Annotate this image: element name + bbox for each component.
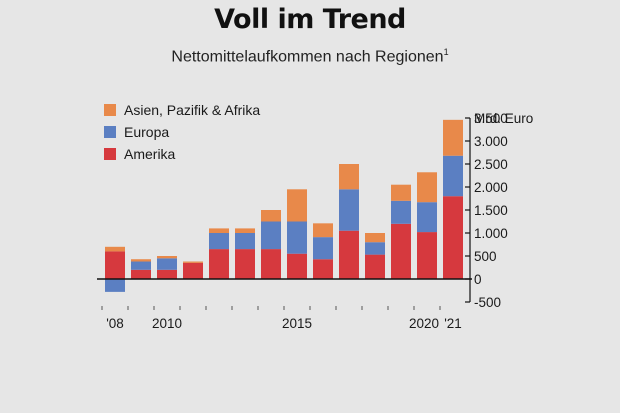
chart-subtitle: Nettomittelaufkommen nach Regionen1 (0, 47, 620, 66)
bar-europa-2010 (157, 258, 177, 270)
bar-europa-2018 (365, 242, 385, 255)
bar-europa-2009 (131, 261, 151, 270)
bar-asien-pazifik-afrika-2011 (183, 261, 203, 263)
y-tick-label: -500 (474, 295, 501, 310)
y-tick-label: 3.000 (474, 134, 508, 149)
bar-europa-2019 (391, 200, 411, 224)
bar-amerika-2009 (131, 269, 151, 279)
bar-asien-pazifik-afrika-2010 (157, 256, 177, 259)
bar-europa-2015 (287, 221, 307, 254)
bar-asien-pazifik-afrika-2016 (313, 223, 333, 238)
legend-label-asien-pazifik-afrika: Asien, Pazifik & Afrika (124, 102, 260, 118)
bar-asien-pazifik-afrika-2017 (339, 164, 359, 190)
x-tick-label: '08 (106, 316, 124, 331)
legend-swatch-europa (104, 126, 116, 138)
bar-asien-pazifik-afrika-2013 (235, 228, 255, 233)
bar-europa-2020 (417, 202, 437, 233)
bar-amerika-2012 (209, 249, 229, 279)
bar-asien-pazifik-afrika-2021 (443, 119, 463, 156)
y-tick-label: 500 (474, 249, 497, 264)
bar-europa-2008 (105, 279, 125, 292)
legend-swatch-asien-pazifik-afrika (104, 104, 116, 116)
bar-amerika-2017 (339, 230, 359, 279)
bar-asien-pazifik-afrika-2020 (417, 172, 437, 203)
x-tick-label: 2010 (152, 316, 182, 331)
bar-amerika-2018 (365, 254, 385, 279)
y-tick-label: 0 (474, 272, 482, 287)
bar-amerika-2010 (157, 269, 177, 279)
bars (105, 119, 463, 292)
axes: -500 0 500 1.000 1.500 2.000 2.500 3.000 3.500Mr… (97, 111, 533, 331)
footnote-mark: 1 (443, 47, 449, 57)
bar-europa-2013 (235, 233, 255, 250)
bar-asien-pazifik-afrika-2015 (287, 189, 307, 222)
bar-europa-2021 (443, 155, 463, 197)
bar-europa-2017 (339, 189, 359, 231)
bar-asien-pazifik-afrika-2019 (391, 184, 411, 201)
legend-label-europa: Europa (124, 124, 169, 140)
bar-amerika-2019 (391, 223, 411, 279)
x-tick-label: 2020 (409, 316, 439, 331)
bar-amerika-2020 (417, 232, 437, 279)
bar-asien-pazifik-afrika-2012 (209, 228, 229, 233)
bar-amerika-2014 (261, 249, 281, 279)
bar-amerika-2021 (443, 196, 463, 279)
bar-amerika-2011 (183, 262, 203, 279)
legend: Asien, Pazifik & Afrika Europa Amerika (104, 102, 260, 162)
bar-asien-pazifik-afrika-2014 (261, 210, 281, 222)
legend-swatch-amerika (104, 148, 116, 160)
bar-europa-2012 (209, 233, 229, 250)
bar-amerika-2008 (105, 251, 125, 279)
bar-amerika-2013 (235, 249, 255, 279)
y-tick-label: 2.500 (474, 157, 508, 172)
chart-title: Voll im Trend (214, 4, 406, 35)
bar-asien-pazifik-afrika-2008 (105, 246, 125, 252)
bar-amerika-2015 (287, 253, 307, 279)
y-axis-label: Mrd. Euro (474, 111, 533, 126)
bar-europa-2014 (261, 221, 281, 250)
y-tick-label: 3.500 (474, 111, 508, 126)
x-tick-label: 2015 (282, 316, 312, 331)
x-tick-label: '21 (444, 316, 462, 331)
y-tick-label: 1.000 (474, 226, 508, 241)
subtitle-text: Nettomittelaufkommen nach Regionen (171, 48, 444, 66)
bar-asien-pazifik-afrika-2018 (365, 233, 385, 243)
legend-label-amerika: Amerika (124, 146, 176, 162)
bar-asien-pazifik-afrika-2009 (131, 259, 151, 262)
bar-amerika-2016 (313, 259, 333, 279)
y-tick-label: 1.500 (474, 203, 508, 218)
y-tick-label: 2.000 (474, 180, 508, 195)
bar-europa-2016 (313, 237, 333, 260)
